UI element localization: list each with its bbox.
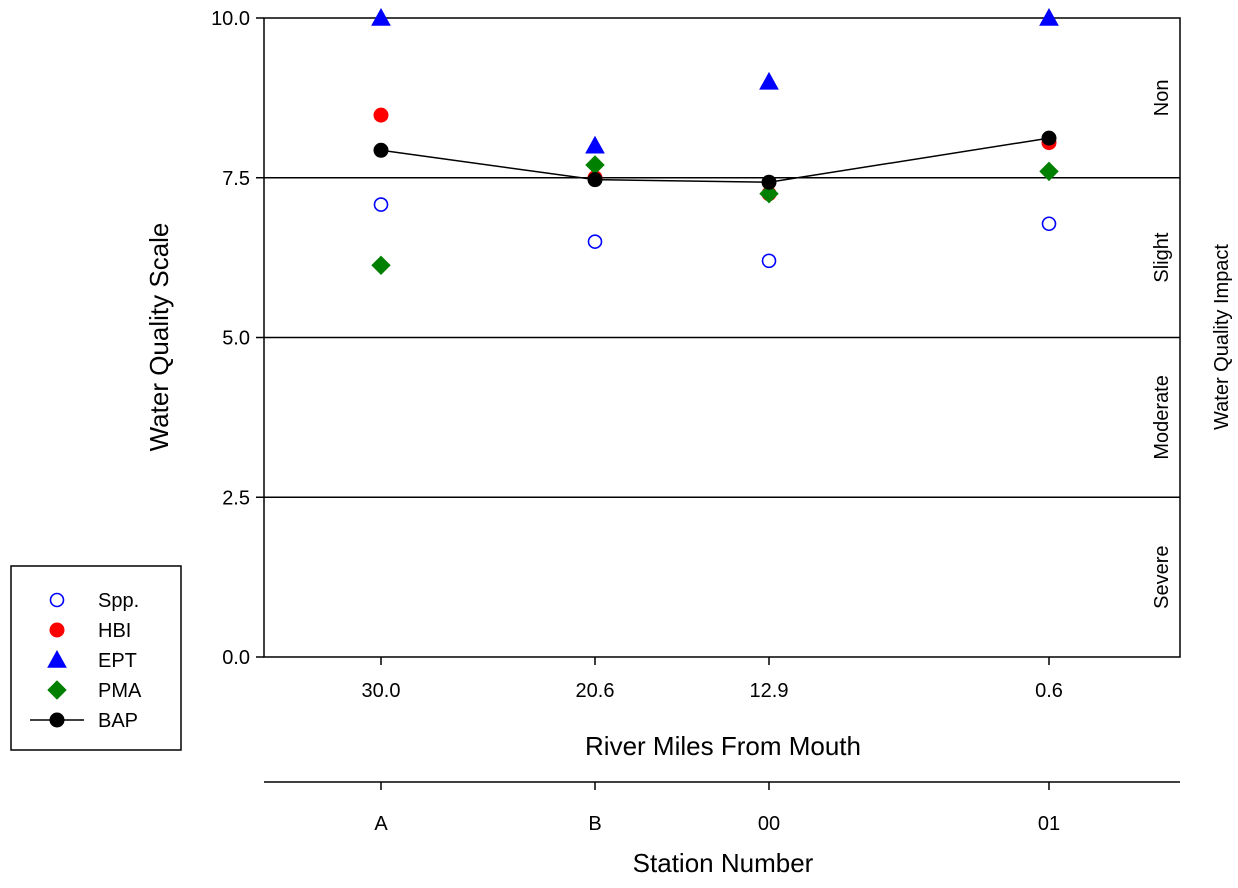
legend-label: Spp.	[98, 590, 139, 612]
legend-marker	[49, 622, 65, 638]
legend-label: EPT	[98, 650, 137, 672]
y-axis-title: Water Quality Scale	[144, 223, 174, 452]
legend-marker	[49, 592, 65, 608]
data-point	[585, 155, 605, 175]
y-tick-label: 0.0	[222, 647, 250, 669]
station-axis-title: Station Number	[633, 848, 814, 878]
data-point	[585, 135, 605, 154]
zone-label: Moderate	[1151, 375, 1173, 460]
x-tick-label: 20.6	[576, 680, 615, 702]
data-point	[371, 7, 391, 26]
data-point	[373, 142, 389, 158]
y-tick-label: 7.5	[222, 168, 250, 190]
zone-label: Severe	[1151, 545, 1173, 608]
x-tick-label: 12.9	[750, 680, 789, 702]
y-axis: 0.0 2.5 5.0 7.5 10.0	[211, 8, 264, 669]
legend-box	[10, 565, 182, 751]
zone-label: Slight	[1151, 232, 1173, 282]
legend-marker	[47, 680, 67, 700]
data-point	[1041, 130, 1057, 146]
legend-label: HBI	[98, 620, 131, 642]
data-point	[761, 253, 777, 269]
legend-marker	[49, 712, 65, 728]
series-pma	[371, 155, 1059, 276]
zone-labels: Non Slight Moderate Severe	[1151, 80, 1173, 609]
station-tick-label: 01	[1038, 813, 1060, 835]
right-axis-title: Water Quality Impact	[1211, 244, 1233, 430]
data-point	[759, 71, 779, 90]
station-tick-label: 00	[758, 813, 780, 835]
x-tick-label: 0.6	[1035, 680, 1063, 702]
x-tick-label: 30.0	[362, 680, 401, 702]
series-spp	[373, 197, 1057, 269]
threshold-lines	[264, 177, 1180, 498]
data-point	[587, 234, 603, 249]
y-tick-label: 10.0	[211, 8, 250, 30]
data-point	[373, 197, 389, 212]
data-point	[1039, 161, 1059, 182]
legend-marker	[47, 649, 67, 668]
data-point	[1041, 216, 1057, 232]
x-axis-title: River Miles From Mouth	[585, 731, 861, 761]
station-axis: A B 00 01	[264, 781, 1180, 835]
station-tick-label: A	[374, 813, 388, 835]
data-point	[587, 172, 603, 188]
y-tick-label: 5.0	[222, 328, 250, 350]
series-hbi	[373, 107, 1057, 202]
legend-label: BAP	[98, 710, 138, 732]
legend-label: PMA	[98, 680, 142, 702]
series-line	[380, 137, 1050, 183]
data-point	[761, 174, 777, 190]
y-tick-label: 2.5	[222, 487, 250, 509]
series-bap	[373, 130, 1057, 190]
x-axis: 30.0 20.6 12.9 0.6	[362, 657, 1063, 702]
series-layer	[371, 7, 1059, 276]
data-point	[373, 107, 389, 123]
data-point	[371, 255, 391, 276]
legend: Spp. HBI EPT PMA BAP	[10, 565, 182, 751]
data-point	[759, 184, 779, 204]
data-point	[1039, 7, 1059, 26]
zone-label: Non	[1151, 80, 1173, 117]
station-tick-label: B	[588, 813, 601, 835]
series-ept	[371, 7, 1059, 154]
